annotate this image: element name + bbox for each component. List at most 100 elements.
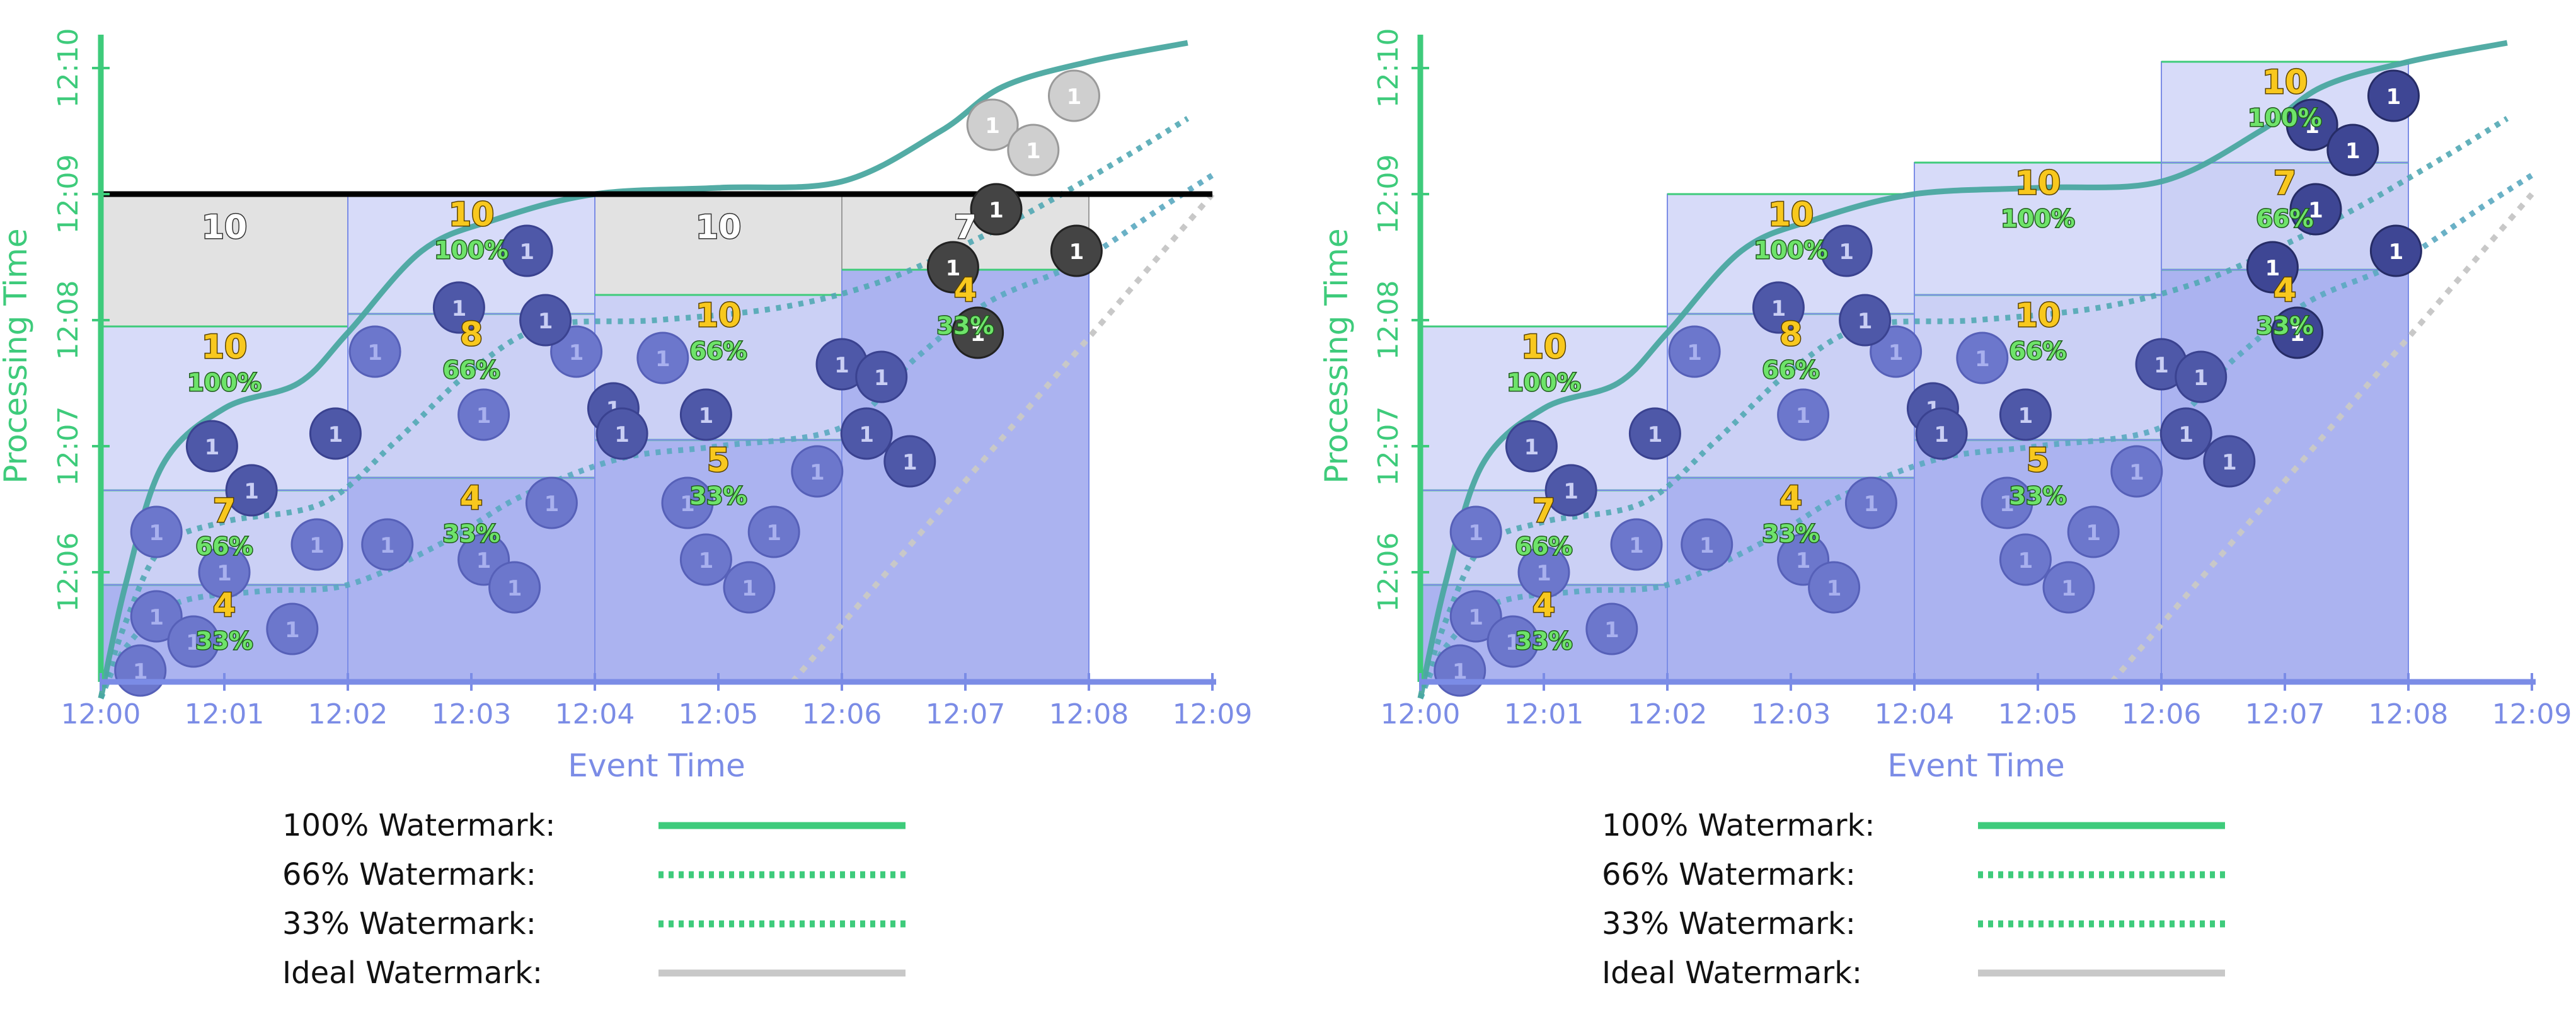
watermark-100-line: [98, 40, 1188, 699]
event-coin: 1: [2367, 69, 2420, 122]
event-coin: 1: [1956, 331, 2009, 384]
x-tick-label: 12:08: [2369, 698, 2449, 730]
coin-label: 1: [2178, 422, 2194, 447]
coin-label: 1: [1069, 239, 1084, 265]
right-panel: 1111111111111111111111111111111111111111…: [1318, 28, 2572, 784]
coin-label: 1: [1524, 435, 1539, 460]
late-count: 10: [202, 209, 247, 246]
event-coin: 1: [198, 546, 251, 599]
event-coin: 1: [1808, 561, 1861, 614]
pane-percent: 66%: [443, 356, 500, 384]
coin-label: 1: [2154, 353, 2169, 378]
event-coin: 1: [2203, 435, 2256, 488]
event-coin: 1: [1844, 476, 1897, 529]
pane-count: 4: [1532, 587, 1555, 625]
x-axis-title: Event Time: [568, 747, 745, 784]
pane-percent: 100%: [434, 236, 508, 264]
pane-percent: 33%: [1762, 520, 1820, 548]
y-axis-title: Processing Time: [0, 228, 34, 483]
legend-label: 100% Watermark:: [282, 808, 555, 843]
pane-percent: 33%: [196, 627, 253, 655]
ideal-watermark-line: [790, 192, 1215, 684]
coin-label: 1: [519, 239, 534, 265]
event-coin: 1: [2246, 241, 2299, 294]
coin-label: 1: [2018, 403, 2033, 429]
coin-circle: [1449, 505, 1502, 558]
coin-label: 1: [902, 450, 917, 475]
event-coin: 1: [2326, 124, 2379, 176]
coin-circle: [1668, 325, 1721, 378]
coin-label: 1: [614, 422, 630, 447]
coin-label: 1: [1468, 605, 1483, 630]
pane-count: 7: [213, 492, 236, 530]
x-tick-label: 12:08: [1049, 698, 1129, 730]
legend-label: 33% Watermark:: [1602, 906, 1856, 942]
pane-count: 4: [1780, 480, 1802, 517]
ideal-watermark-line: [2110, 192, 2534, 684]
event-coin: 1: [1449, 505, 1502, 558]
event-coin: 1: [225, 464, 278, 517]
event-coin: 1: [130, 590, 183, 643]
event-coin: 1: [1505, 420, 1558, 473]
pane-percent: 33%: [690, 482, 747, 510]
watermark-66-line: [1417, 116, 2509, 700]
pane-count: 10: [696, 297, 741, 335]
coin-label: 1: [1858, 309, 1873, 334]
coin-label: 1: [2389, 239, 2404, 265]
coin-circle: [679, 388, 732, 441]
coin-circle: [883, 435, 936, 488]
coin-circle: [840, 407, 893, 460]
pane-percent: 100%: [1754, 236, 1827, 264]
coin-circle: [723, 561, 776, 614]
coin-label: 1: [766, 521, 781, 546]
coin-label: 1: [328, 422, 343, 447]
coin-circle: [1956, 331, 2009, 384]
y-tick-label: 12:10: [1372, 28, 1405, 108]
event-coin: 1: [595, 407, 648, 460]
event-coin: 1: [926, 241, 979, 294]
y-tick-label: 12:08: [52, 280, 84, 360]
pane-percent: 100%: [2001, 205, 2074, 233]
pane-count: 10: [2262, 64, 2308, 101]
coin-label: 1: [476, 403, 492, 429]
event-coin: 1: [2175, 350, 2228, 403]
coin-circle: [970, 183, 1023, 236]
x-tick-label: 12:07: [926, 698, 1006, 730]
event-coin: 1: [519, 294, 572, 347]
coin-circle: [595, 407, 648, 460]
event-coin: 1: [432, 281, 485, 334]
coin-label: 1: [1687, 340, 1702, 366]
x-tick-label: 12:05: [1998, 698, 2078, 730]
pane-percent: 33%: [937, 312, 994, 340]
coin-circle: [290, 518, 343, 571]
coin-label: 1: [544, 492, 560, 517]
coin-circle: [1449, 590, 1502, 643]
pane-count: 4: [954, 272, 977, 309]
late-count: 7: [954, 209, 977, 246]
legend-label: 66% Watermark:: [1602, 857, 1856, 892]
coin-circle: [2203, 435, 2256, 488]
coin-label: 1: [133, 659, 148, 684]
pane-count: 7: [1532, 492, 1555, 530]
coin-circle: [2271, 306, 2324, 359]
pane-count: 5: [2027, 442, 2049, 480]
x-tick-label: 12:01: [185, 698, 265, 730]
coin-circle: [1844, 476, 1897, 529]
coin-label: 1: [1839, 239, 1854, 265]
event-coin: 1: [1752, 281, 1805, 334]
event-coin: 1: [2110, 445, 2163, 498]
y-tick-label: 12:08: [1372, 280, 1405, 360]
y-tick-label: 12:10: [52, 28, 84, 108]
coin-circle: [2326, 124, 2379, 176]
coin-label: 1: [2129, 460, 2144, 485]
legend-label: 33% Watermark:: [282, 906, 536, 942]
coin-label: 1: [538, 309, 553, 334]
event-coin: 1: [130, 505, 183, 558]
coin-label: 1: [2386, 84, 2401, 110]
coin-circle: [1808, 561, 1861, 614]
coin-circle: [926, 241, 979, 294]
coin-label: 1: [1563, 479, 1578, 504]
coin-circle: [1628, 407, 1681, 460]
event-coin: 1: [167, 615, 220, 668]
y-tick-label: 12:07: [52, 406, 84, 487]
